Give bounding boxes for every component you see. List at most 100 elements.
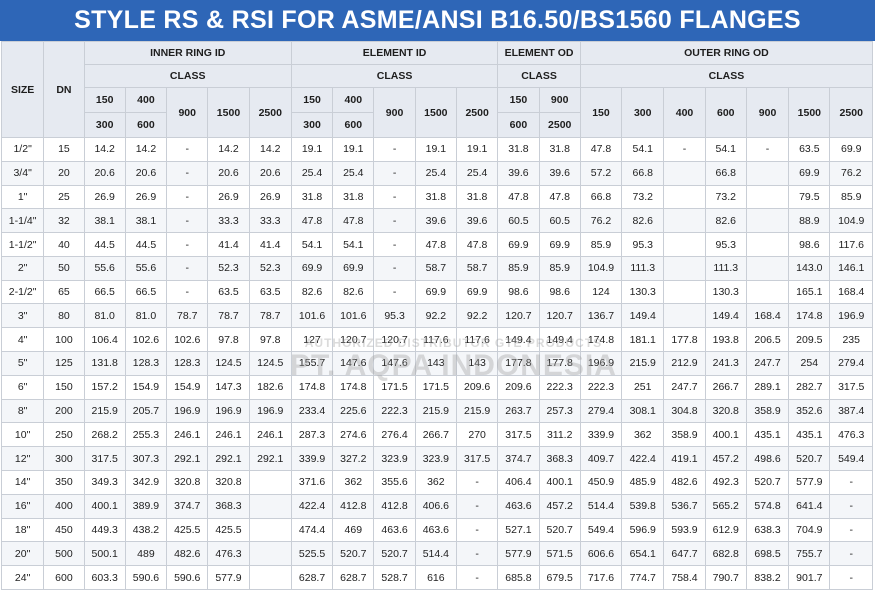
value-cell: 127 (290, 327, 334, 353)
value-cell: 20.6 (83, 160, 126, 186)
value-cell: - (166, 208, 209, 234)
value-cell: 98.6 (497, 279, 540, 305)
value-cell: 215.9 (621, 351, 665, 376)
value-cell: 104.9 (829, 208, 873, 234)
value-cell: 81.0 (83, 303, 126, 329)
value-cell: 758.4 (663, 565, 706, 590)
value-cell: - (455, 565, 499, 590)
value-cell: 52.3 (248, 255, 292, 281)
value-cell: 500.1 (83, 541, 126, 567)
value-cell: 539.8 (621, 493, 665, 519)
value-cell: 143 (455, 351, 499, 376)
value-cell: - (373, 255, 416, 281)
value-cell: 98.6 (788, 232, 831, 257)
value-cell: 374.7 (497, 446, 540, 471)
value-cell: 901.7 (788, 565, 831, 590)
value-cell: 196.9 (829, 303, 873, 329)
value-cell: 69.9 (497, 232, 540, 257)
table-row: 24" 600 603.3 590.6 590.6 577.9 628.7 628.7 528.… (0, 565, 873, 590)
value-cell: 25.4 (455, 160, 499, 186)
value-cell: 320.8 (166, 469, 209, 495)
value-cell: 54.1 (621, 137, 665, 162)
value-cell: 406.6 (414, 493, 457, 519)
value-cell: 69.9 (788, 160, 831, 186)
value-cell: - (373, 160, 416, 186)
value-cell: - (829, 517, 873, 543)
value-cell: 88.9 (788, 208, 831, 234)
value-cell: 41.4 (207, 232, 250, 257)
value-cell: 685.8 (497, 565, 540, 590)
value-cell: 409.7 (579, 446, 623, 471)
value-cell: 254 (788, 351, 831, 376)
value-cell: 400.1 (538, 469, 581, 495)
value-cell: 323.9 (414, 446, 457, 471)
value-cell: 85.9 (579, 232, 623, 257)
value-cell: 641.4 (788, 493, 831, 519)
element-id-class-300: 300 (290, 112, 334, 138)
value-cell (663, 208, 706, 234)
value-cell: 147.6 (332, 351, 375, 376)
value-cell: 31.8 (414, 184, 457, 210)
value-cell: 387.4 (829, 398, 873, 424)
value-cell (663, 184, 706, 210)
value-cell: 14.2 (124, 137, 168, 162)
value-cell: 73.2 (621, 184, 665, 210)
inner-class-900: 900 (166, 87, 209, 138)
value-cell: 117.6 (414, 327, 457, 353)
value-cell: 246.1 (166, 422, 209, 448)
value-cell: 469 (332, 517, 375, 543)
value-cell (745, 255, 790, 281)
value-cell: 549.4 (829, 446, 873, 471)
size-cell: 8" (0, 398, 45, 424)
value-cell: 206.5 (745, 327, 790, 353)
value-cell: - (829, 565, 873, 590)
value-cell: 31.8 (290, 184, 334, 210)
value-cell: 222.3 (579, 374, 623, 400)
value-cell: 590.6 (166, 565, 209, 590)
value-cell: 339.9 (290, 446, 334, 471)
size-cell: 1" (0, 184, 45, 210)
inner-class-600: 600 (124, 112, 168, 138)
value-cell: 82.6 (332, 279, 375, 305)
value-cell: 101.6 (290, 303, 334, 329)
value-cell: 374.7 (166, 493, 209, 519)
size-cell: 2" (0, 255, 45, 281)
value-cell: - (455, 517, 499, 543)
value-cell: 14.2 (83, 137, 126, 162)
value-cell: 98.6 (538, 279, 581, 305)
value-cell: 58.7 (414, 255, 457, 281)
value-cell: 571.5 (538, 541, 581, 567)
value-cell: 128.3 (166, 351, 209, 376)
value-cell: 63.5 (207, 279, 250, 305)
value-cell: 527.1 (497, 517, 540, 543)
value-cell: 482.6 (663, 469, 706, 495)
table-row: 14" 350 349.3 342.9 320.8 320.8 371.6 362 355.6 3… (0, 469, 873, 495)
value-cell: 368.3 (538, 446, 581, 471)
value-cell: - (166, 160, 209, 186)
value-cell: 165.1 (788, 279, 831, 305)
size-cell: 2-1/2" (0, 279, 45, 305)
value-cell: 38.1 (83, 208, 126, 234)
value-cell: 78.7 (248, 303, 292, 329)
value-cell: 525.5 (290, 541, 334, 567)
table-row: 6" 150 157.2 154.9 154.9 147.3 182.6 174.8 174.8… (0, 374, 873, 400)
table-body: 1/2" 15 14.2 14.2-14.2 14.2 19.1 19.1-19.1 19.1… (0, 137, 873, 590)
value-cell: 14.2 (248, 137, 292, 162)
element-od-class-header: CLASS (497, 64, 581, 88)
value-cell: 26.9 (124, 184, 168, 210)
value-cell: 412.8 (373, 493, 416, 519)
value-cell (663, 160, 706, 186)
element-od-class-2500: 2500 (538, 112, 581, 138)
value-cell: 485.9 (621, 469, 665, 495)
value-cell: 104.9 (579, 255, 623, 281)
value-cell: 39.6 (497, 160, 540, 186)
value-cell: 717.6 (579, 565, 623, 590)
value-cell: 209.5 (788, 327, 831, 353)
value-cell: 400.1 (83, 493, 126, 519)
value-cell: 266.7 (414, 422, 457, 448)
value-cell (248, 493, 292, 519)
value-cell: 66.8 (621, 160, 665, 186)
value-cell: 352.6 (788, 398, 831, 424)
value-cell: 362 (414, 469, 457, 495)
value-cell: 174.8 (290, 374, 334, 400)
